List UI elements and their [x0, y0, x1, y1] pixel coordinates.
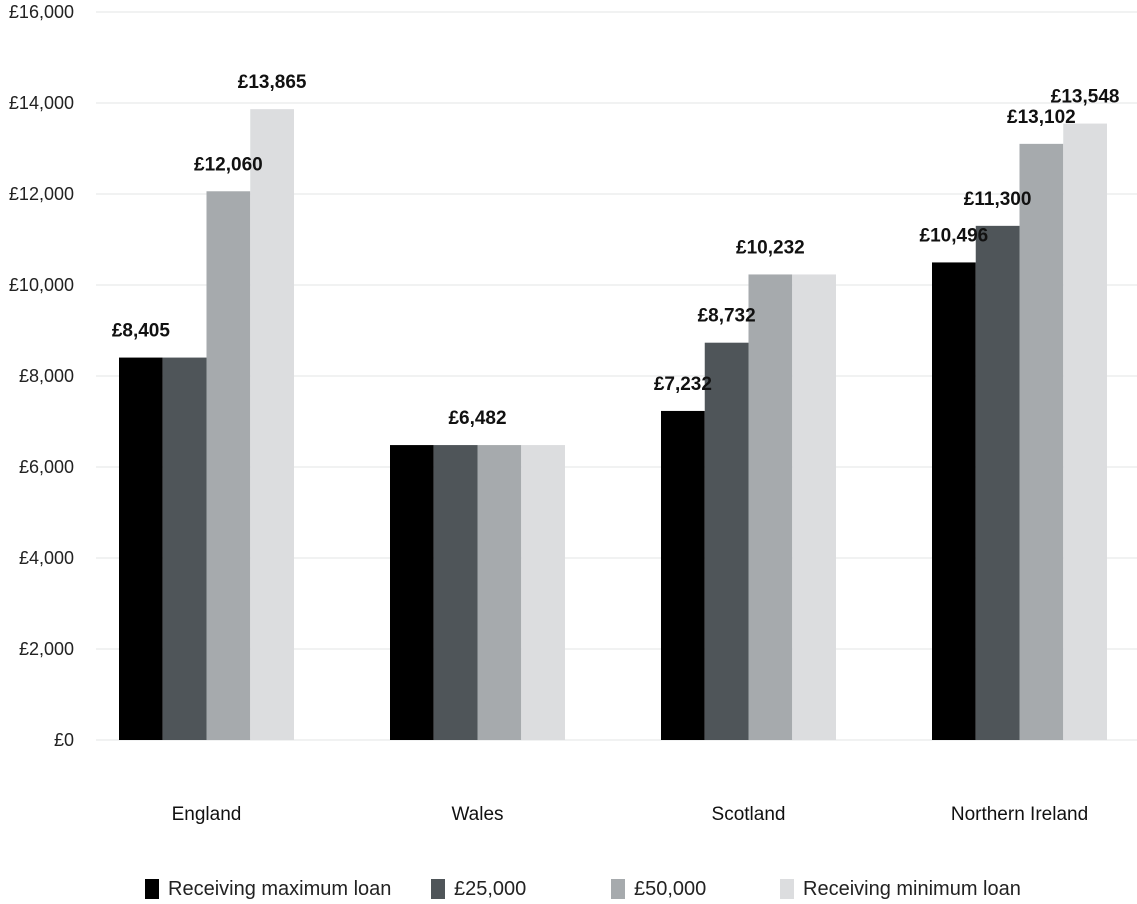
chart-legend: Receiving maximum loan £25,000 £50,000 Rece… — [0, 876, 1137, 904]
bar-wales-1 — [433, 445, 478, 740]
y-tick-label: £4,000 — [19, 548, 74, 568]
y-tick-label: £12,000 — [9, 184, 74, 204]
legend-swatch — [780, 879, 794, 899]
legend-swatch — [145, 879, 159, 899]
data-label: £13,548 — [1051, 87, 1120, 108]
y-tick-label: £2,000 — [19, 639, 74, 659]
data-label: £10,232 — [736, 237, 805, 258]
y-tick-label: £0 — [54, 730, 74, 750]
x-category-label: England — [172, 804, 242, 825]
data-label: £13,102 — [1007, 107, 1076, 128]
bar-england-3 — [250, 109, 294, 740]
bar-england-2 — [206, 191, 251, 740]
bar-northern-ireland-0 — [932, 262, 976, 740]
legend-item: Receiving minimum loan — [780, 876, 1021, 902]
bar-northern-ireland-1 — [975, 225, 1020, 741]
bar-scotland-0 — [661, 410, 705, 740]
y-tick-label: £14,000 — [9, 93, 74, 113]
legend-item: £25,000 — [431, 876, 526, 902]
legend-label: £50,000 — [634, 877, 707, 900]
legend-label: Receiving minimum loan — [803, 877, 1021, 900]
legend-item: Receiving maximum loan — [145, 876, 391, 902]
data-label: £12,060 — [194, 154, 263, 175]
bar-northern-ireland-2 — [1019, 143, 1064, 740]
data-label: £10,496 — [920, 225, 989, 246]
x-category-label: Scotland — [712, 804, 786, 825]
bar-wales-0 — [390, 445, 434, 740]
bar-england-0 — [119, 357, 163, 740]
legend-label: Receiving maximum loan — [168, 877, 392, 900]
y-tick-label: £10,000 — [9, 275, 74, 295]
bar-england-1 — [162, 357, 207, 740]
y-tick-label: £16,000 — [9, 2, 74, 22]
y-tick-label: £6,000 — [19, 457, 74, 477]
bar-scotland-3 — [792, 274, 836, 740]
legend-label: £25,000 — [454, 877, 527, 900]
x-category-label: Wales — [451, 804, 503, 825]
bar-scotland-2 — [748, 274, 793, 740]
bar-wales-2 — [477, 445, 522, 740]
legend-item: £50,000 — [611, 876, 706, 902]
data-label: £6,482 — [448, 408, 506, 429]
legend-swatch — [611, 879, 625, 899]
data-label: £13,865 — [238, 72, 307, 93]
legend-swatch — [431, 879, 445, 899]
y-tick-label: £8,000 — [19, 366, 74, 386]
data-label: £7,232 — [654, 374, 712, 395]
data-label: £11,300 — [964, 189, 1032, 210]
data-label: £8,405 — [112, 321, 171, 342]
data-label: £8,732 — [698, 306, 756, 327]
bar-northern-ireland-3 — [1063, 123, 1107, 741]
bar-scotland-1 — [704, 342, 749, 740]
x-category-label: Northern Ireland — [951, 804, 1088, 825]
bar-wales-3 — [521, 445, 565, 740]
